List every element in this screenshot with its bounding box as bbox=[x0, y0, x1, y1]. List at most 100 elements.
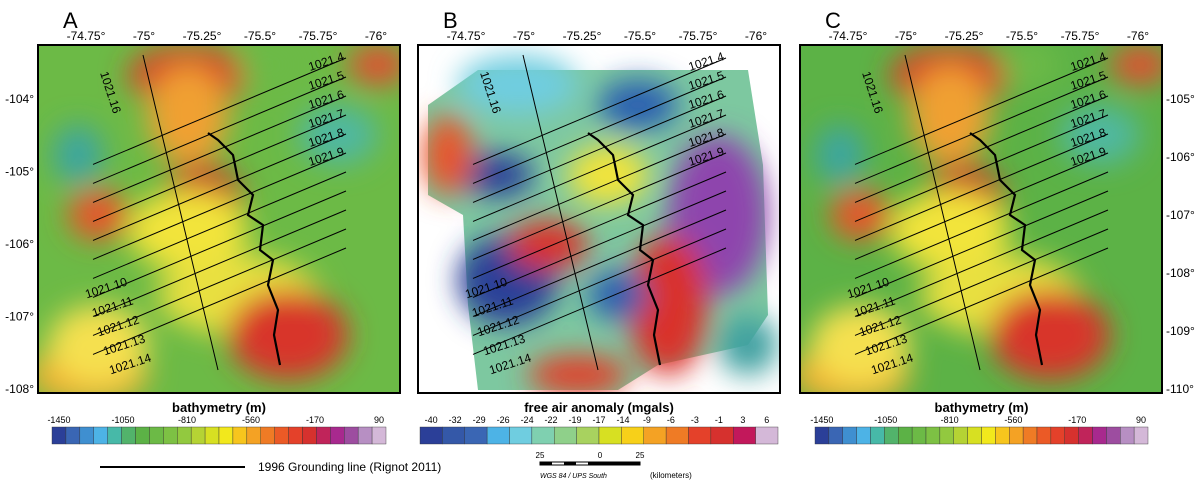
colorbar-swatch bbox=[688, 426, 712, 445]
colorbar-swatch bbox=[419, 426, 443, 445]
map-panel bbox=[38, 45, 400, 393]
survey-line bbox=[92, 247, 347, 355]
colorbar-swatch bbox=[554, 426, 577, 445]
lon-label: -75° bbox=[513, 29, 535, 43]
colorbar-tick-label: -1050 bbox=[874, 415, 897, 425]
survey-line bbox=[92, 152, 347, 260]
lon-label: -74.75° bbox=[67, 29, 106, 43]
colorbar-swatch bbox=[643, 426, 667, 445]
colorbar-swatch bbox=[121, 426, 136, 445]
colorbar-swatch bbox=[898, 426, 913, 445]
lon-label: -75° bbox=[133, 29, 155, 43]
colorbar-swatch bbox=[107, 426, 122, 445]
survey-line bbox=[854, 57, 1109, 165]
colorbar-swatch bbox=[51, 426, 67, 445]
blob bbox=[628, 235, 708, 375]
colorbar-tick-label: -19 bbox=[569, 415, 582, 425]
blob bbox=[348, 45, 400, 85]
blob bbox=[148, 65, 228, 165]
blob bbox=[718, 315, 778, 375]
blob bbox=[528, 355, 628, 393]
colorbar-tick-label: -170 bbox=[306, 415, 324, 425]
survey-line bbox=[472, 76, 727, 184]
lat-label: -109° bbox=[1166, 324, 1195, 338]
blob bbox=[598, 80, 678, 130]
lon-label: -75.5° bbox=[244, 29, 276, 43]
colorbar-swatch bbox=[302, 426, 317, 445]
survey-line bbox=[472, 152, 727, 260]
colorbar-swatch bbox=[464, 426, 488, 445]
colorbar-swatch bbox=[149, 426, 164, 445]
lat-label: -105° bbox=[5, 165, 34, 179]
survey-line bbox=[472, 209, 727, 317]
colorbar-swatch bbox=[598, 426, 622, 445]
survey-line bbox=[92, 228, 347, 336]
colorbar-swatch bbox=[531, 426, 555, 445]
survey-line bbox=[472, 247, 727, 355]
colorbar-swatch bbox=[1133, 426, 1149, 445]
blob bbox=[990, 290, 1110, 380]
map-frame bbox=[799, 44, 1163, 394]
lon-label: -75.25° bbox=[945, 29, 984, 43]
survey-line bbox=[472, 190, 727, 298]
panel-letter: C bbox=[825, 8, 841, 33]
colorbar-tick-label: -9 bbox=[643, 415, 651, 425]
survey-line bbox=[854, 209, 1109, 317]
colorbar-swatch bbox=[939, 426, 954, 445]
colorbar-tick-label: -810 bbox=[178, 415, 196, 425]
colorbar-swatch bbox=[190, 426, 206, 445]
blob bbox=[458, 55, 578, 115]
colorbar-tick-label: -170 bbox=[1068, 415, 1086, 425]
scale-bar: 25 0 25 (kilometers) WGS 84 / UPS South bbox=[536, 451, 693, 480]
colorbar-swatch bbox=[218, 426, 234, 445]
colorbar-swatch bbox=[163, 426, 178, 445]
colorbar-swatch bbox=[442, 426, 465, 445]
legend-text: 1996 Grounding line (Rignot 2011) bbox=[258, 460, 441, 474]
blob bbox=[463, 153, 533, 197]
blob bbox=[53, 125, 103, 185]
scale-label: 25 bbox=[536, 451, 545, 460]
panel-letter: A bbox=[63, 8, 78, 33]
survey-line bbox=[92, 76, 347, 184]
colorbar-tick-label: -22 bbox=[545, 415, 558, 425]
lon-label: -74.75° bbox=[447, 29, 486, 43]
survey-line bbox=[92, 171, 347, 279]
colorbar-swatch bbox=[1078, 426, 1093, 445]
colorbar-swatch bbox=[755, 426, 779, 445]
tie-line bbox=[904, 54, 981, 371]
map-panel bbox=[418, 45, 780, 393]
scale-label: 0 bbox=[598, 451, 603, 460]
colorbar-swatch bbox=[665, 426, 689, 445]
colorbar-swatch bbox=[509, 426, 533, 445]
map-frame bbox=[417, 44, 781, 394]
blob bbox=[588, 270, 648, 320]
lon-label: -75.5° bbox=[1006, 29, 1038, 43]
colorbar-swatch bbox=[710, 426, 734, 445]
colorbar-tick-label: 90 bbox=[374, 415, 384, 425]
lat-label: -108° bbox=[5, 382, 34, 396]
survey-line bbox=[472, 114, 727, 222]
colorbar-tick-label: -1450 bbox=[810, 415, 833, 425]
colorbar-swatch bbox=[884, 426, 899, 445]
colorbar-swatch bbox=[1009, 426, 1024, 445]
colorbar-swatch bbox=[93, 426, 108, 445]
colorbar-tick-label: -1050 bbox=[111, 415, 134, 425]
blob bbox=[568, 145, 648, 205]
colorbar-swatch bbox=[330, 426, 345, 445]
survey-line bbox=[92, 114, 347, 222]
colorbar-swatch bbox=[995, 426, 1010, 445]
colorbar-tick-label: -24 bbox=[521, 415, 534, 425]
colorbar-swatch bbox=[733, 426, 756, 445]
colorbar-swatch bbox=[246, 426, 261, 445]
survey-line bbox=[472, 57, 727, 165]
survey-line bbox=[92, 209, 347, 317]
map-frame bbox=[37, 44, 401, 394]
survey-line bbox=[92, 95, 347, 203]
blob bbox=[238, 45, 298, 90]
blob bbox=[890, 190, 1010, 270]
blob bbox=[1110, 45, 1162, 85]
colorbar-tick-label: -40 bbox=[425, 415, 438, 425]
colorbar-swatch bbox=[288, 426, 303, 445]
colorbar-swatch bbox=[576, 426, 600, 445]
colorbar-tick-label: -560 bbox=[1004, 415, 1022, 425]
